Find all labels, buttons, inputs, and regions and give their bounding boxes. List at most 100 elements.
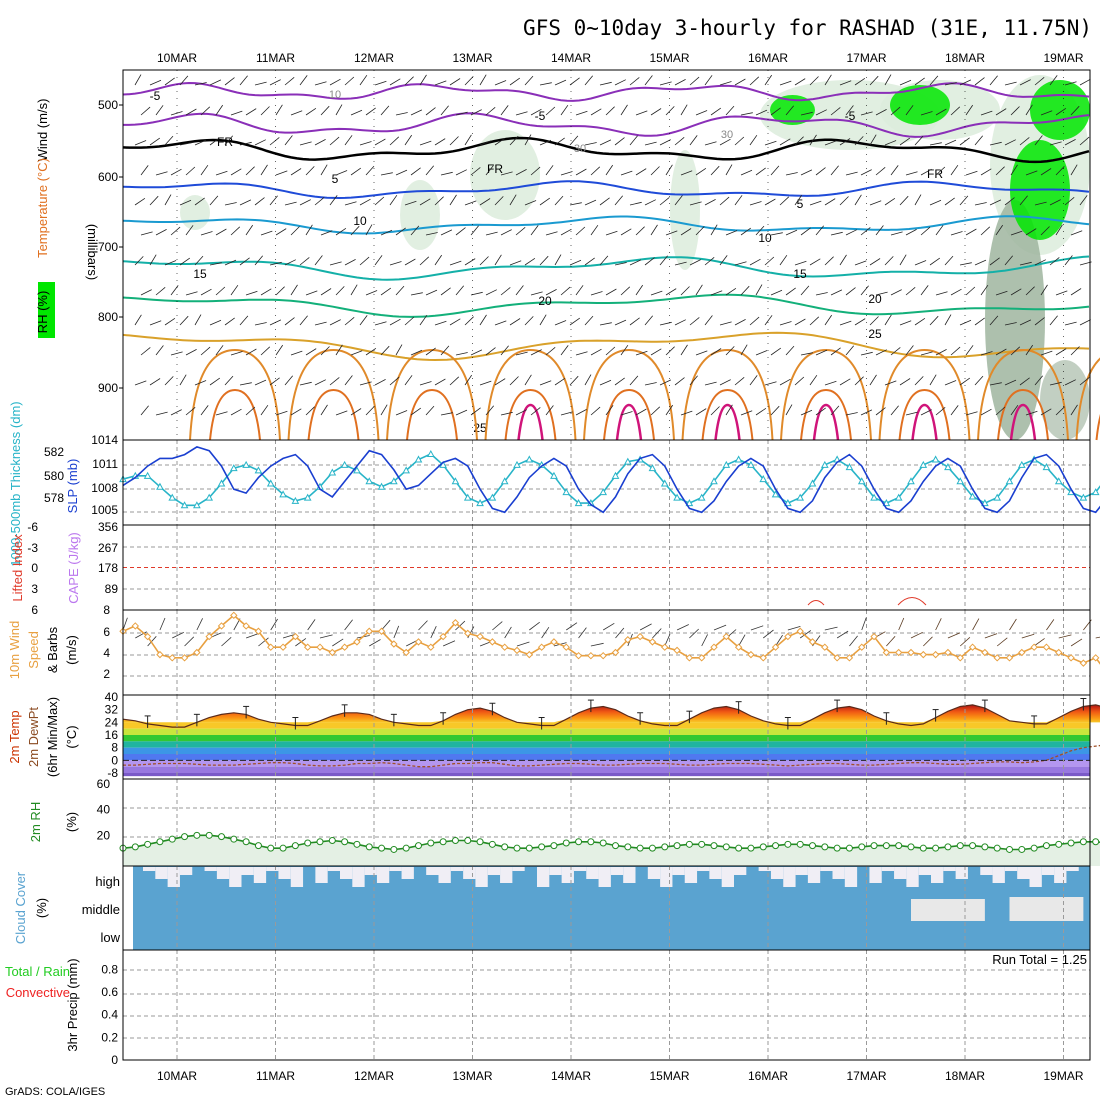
thickness-tick: 582 (44, 445, 64, 459)
wind-speed-line-marker (1079, 659, 1088, 667)
wind-barb-10m (701, 634, 708, 647)
rh-line-marker (809, 842, 816, 850)
wind-barb (1040, 110, 1053, 116)
wind-barb (485, 106, 496, 116)
wind-barb (824, 380, 837, 386)
wind-speed-line-marker (648, 638, 657, 646)
wind-barb (224, 375, 234, 386)
wind-barb (605, 164, 614, 176)
wind-barb (605, 405, 614, 416)
wind-barb (734, 376, 745, 386)
wind-barb (875, 407, 886, 416)
wind-barb (1070, 288, 1082, 296)
wind-barb-10m (319, 634, 333, 639)
temp-line (122, 704, 1100, 728)
wind-barb (185, 291, 198, 296)
wind-speed-line-marker (981, 648, 989, 657)
wind-barb (389, 78, 401, 86)
rh-line-marker (735, 844, 743, 852)
cloud-level-middle: middle (82, 902, 120, 917)
wind-barb (149, 137, 161, 146)
rh-line-marker (1092, 838, 1100, 846)
wind-barb (764, 198, 776, 206)
rh-line-marker (427, 839, 435, 847)
wind-barb (935, 225, 944, 236)
wind-barb-10m (1046, 619, 1055, 631)
lifted-index-tick: 6 (31, 603, 38, 617)
high-cloud-gap (512, 867, 525, 871)
thickness-line-marker (759, 475, 768, 483)
wind-barb (749, 375, 758, 386)
wind-barb-10m (516, 641, 530, 647)
wind-barb (920, 226, 931, 236)
high-cloud-gap (610, 867, 624, 875)
wind-barb (854, 376, 864, 386)
thickness-line-marker (217, 479, 226, 487)
wind-barb (950, 164, 959, 176)
wind-speed-line-marker (808, 638, 817, 646)
wind-speed-line (122, 614, 1100, 665)
wind-barb (470, 225, 479, 236)
wind-barb (884, 314, 892, 326)
wind-barb (695, 110, 708, 116)
high-cloud-gap (844, 867, 858, 887)
wind-barb (905, 411, 918, 416)
wind-speed-line-marker (796, 627, 804, 635)
precip-total-label: Total / Rain (5, 964, 70, 979)
wind-barb (230, 284, 239, 296)
wind-barb (629, 201, 642, 206)
wind-barb (284, 201, 297, 206)
wind-barb (305, 348, 317, 356)
wind-barb (1070, 404, 1078, 416)
isotherm-30 (1095, 414, 1100, 441)
wind-barb (965, 411, 978, 416)
wind-barb (329, 195, 338, 206)
wind-barb (290, 168, 302, 176)
wind-barb (560, 345, 569, 356)
wind-barb (224, 135, 234, 146)
date-label-bottom: 13MAR (452, 1069, 492, 1083)
wind-barb (719, 379, 731, 386)
wind-barb-10m (923, 636, 933, 647)
rh-shade (400, 180, 440, 250)
wind-barb (980, 408, 992, 416)
wind-barb (1079, 136, 1090, 146)
wind-barb (245, 224, 254, 236)
wind-barb (509, 376, 519, 386)
thickness-line-marker (488, 493, 497, 501)
wind-barb (410, 109, 423, 116)
wind-speed-line-marker (1042, 643, 1051, 651)
wind-barb (290, 226, 300, 236)
wind-barb (725, 230, 738, 236)
wind-barb (425, 232, 438, 236)
wind-speed-line-marker (143, 632, 152, 641)
wind-barb (344, 76, 355, 86)
wind-speed-line-marker (661, 643, 669, 651)
wind-barb (800, 352, 813, 356)
wind-speed-line-marker (427, 643, 435, 651)
wind-barb (515, 285, 524, 296)
wind-barb (485, 165, 494, 176)
precip-tick: 0.4 (101, 1008, 118, 1022)
wind-barb (269, 261, 282, 266)
wind-barb (1049, 75, 1058, 86)
pressure-axis-label: (millibars) (85, 224, 100, 280)
isotherm-label: 20 (538, 294, 552, 308)
wind-barb-10m (898, 617, 905, 631)
wind-barb (1004, 197, 1015, 206)
wind-barb (674, 79, 686, 86)
wind-speed-line-marker (1018, 648, 1026, 657)
wind-barb (869, 316, 879, 326)
wind-barb (599, 139, 612, 146)
wind-barb (215, 170, 228, 176)
date-label-top: 15MAR (649, 51, 689, 65)
wind-barb (839, 138, 851, 146)
wind-speed-line-marker (944, 648, 952, 657)
wind-barb (734, 319, 746, 326)
wind-barb (620, 286, 631, 296)
thickness-line-marker (328, 468, 337, 476)
wind-speed-line-marker (894, 648, 903, 657)
wind-barb (494, 137, 506, 146)
high-cloud-gap (660, 867, 673, 887)
wind-barb (695, 408, 707, 416)
